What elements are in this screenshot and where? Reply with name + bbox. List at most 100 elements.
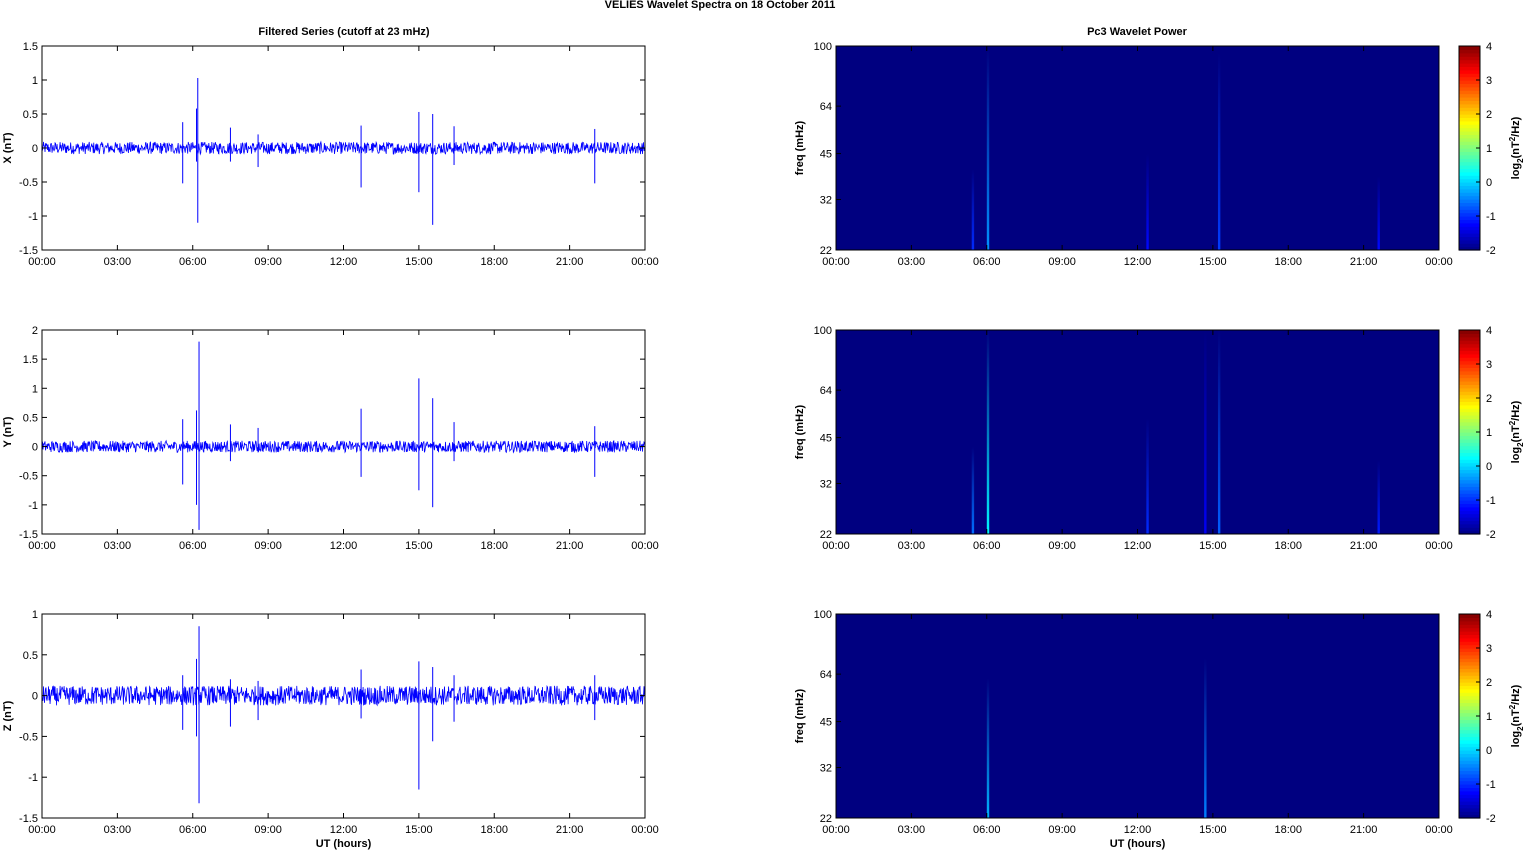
wavelet-y-colorbar-cell — [1459, 357, 1480, 362]
wavelet-x-colorbar-cell — [1459, 226, 1480, 231]
series-y-xtick-label: 03:00 — [104, 540, 132, 552]
wavelet-x-colorbar-cell — [1459, 195, 1480, 200]
series-y-xtick-label: 18:00 — [480, 540, 508, 552]
wavelet-z-colorbar-cell — [1459, 716, 1480, 720]
wavelet-x-colorbar-cell — [1459, 107, 1480, 112]
wavelet-y-colorbar-cell — [1459, 364, 1480, 368]
wavelet-y-colorbar-cell — [1459, 384, 1480, 389]
wavelet-y-colorbar-cell — [1459, 486, 1480, 491]
wavelet-z-colorbar-cell — [1459, 678, 1480, 683]
series-z-panel: -1.5 -1 -0.5 0 0.5 1 00:00 03:00 06:00 09:00 12:00… — [2, 609, 659, 850]
wavelet-z-colorbar-cell — [1459, 654, 1480, 659]
wavelet-x-colorbar-cell — [1459, 56, 1480, 61]
wavelet-y-colorbar-label: log2(nT2/Hz) — [1508, 400, 1525, 463]
series-z-plot-area — [42, 614, 645, 818]
wavelet-z-colorbar-cell — [1459, 807, 1480, 812]
wavelet-x-colorbar-cell — [1459, 239, 1480, 244]
series-x-xtick-label: 12:00 — [330, 256, 358, 268]
series-y-xtick-label: 21:00 — [556, 540, 584, 552]
wavelet-z-colorbar-cell — [1459, 801, 1480, 805]
wavelet-x-colorbar-cell — [1459, 216, 1480, 220]
wavelet-x-colorbar-tick-label: 3 — [1486, 75, 1492, 87]
wavelet-x-colorbar-cell — [1459, 209, 1480, 214]
colorbar-label-base: log — [1510, 447, 1522, 464]
series-x-ytick-label: -0.5 — [19, 177, 38, 189]
wavelet-x-xtick-label: 12:00 — [1124, 256, 1152, 268]
wavelet-x-colorbar-label: log2(nT2/Hz) — [1508, 116, 1525, 179]
wavelet-y-colorbar-cell — [1459, 445, 1480, 450]
series-z-xtick-label: 18:00 — [480, 824, 508, 836]
wavelet-x-colorbar-cell — [1459, 59, 1480, 64]
wavelet-xlabel: UT (hours) — [1110, 838, 1166, 850]
wavelet-z-colorbar-cell — [1459, 767, 1480, 771]
wavelet-z-colorbar-cell — [1459, 777, 1480, 782]
wavelet-x-colorbar-cell — [1459, 171, 1480, 176]
wavelet-x-colorbar-tick-label: -1 — [1486, 211, 1496, 223]
series-z-ytick-label: -1.5 — [19, 813, 38, 825]
wavelet-x-xtick-label: 00:00 — [822, 256, 850, 268]
wavelet-y-colorbar-cell — [1459, 404, 1480, 409]
wavelet-z-colorbar-cell — [1459, 617, 1480, 622]
series-y-xtick-label: 00:00 — [28, 540, 56, 552]
wavelet-y-burst-4 — [1217, 330, 1221, 534]
wavelet-y-colorbar-cell — [1459, 496, 1480, 501]
wavelet-y-colorbar-tick-label: 0 — [1486, 461, 1492, 473]
wavelet-y-colorbar-tick-label: 4 — [1486, 325, 1492, 337]
wavelet-y-colorbar-tick-label: 1 — [1486, 427, 1492, 439]
wavelet-z-colorbar-cell — [1459, 705, 1480, 710]
wavelet-z-colorbar-cell — [1459, 746, 1480, 751]
series-x-xtick-label: 15:00 — [405, 256, 433, 268]
wavelet-y-colorbar-cell — [1459, 513, 1480, 518]
wavelet-z-colorbar-tick-label: -2 — [1486, 813, 1496, 825]
wavelet-y-colorbar-cell — [1459, 469, 1480, 474]
wavelet-z-colorbar-cell — [1459, 780, 1480, 785]
wavelet-z-colorbar-cell — [1459, 739, 1480, 744]
series-xlabel: UT (hours) — [316, 838, 372, 850]
wavelet-y-burst-0 — [971, 446, 975, 534]
wavelet-y-colorbar-cell — [1459, 360, 1480, 365]
wavelet-x-colorbar-cell — [1459, 83, 1480, 88]
wavelet-x-colorbar-cell — [1459, 185, 1480, 190]
wavelet-z-colorbar-cell — [1459, 658, 1480, 663]
wavelet-z-colorbar-cell — [1459, 702, 1480, 707]
wavelet-z-colorbar-cell — [1459, 688, 1480, 693]
wavelet-x-colorbar-cell — [1459, 114, 1480, 118]
wavelet-y-colorbar-cell — [1459, 506, 1480, 511]
series-z-xtick-label: 00:00 — [28, 824, 56, 836]
wavelet-x-colorbar-cell — [1459, 46, 1480, 50]
wavelet-x-burst-4 — [1377, 176, 1380, 250]
series-x-xtick-label: 09:00 — [254, 256, 282, 268]
wavelet-z-colorbar-cell — [1459, 797, 1480, 802]
series-x-ytick-label: -1.5 — [19, 245, 38, 257]
wavelet-y-colorbar-cell — [1459, 394, 1480, 399]
wavelet-y-colorbar-cell — [1459, 377, 1480, 382]
wavelet-z-colorbar-cell — [1459, 814, 1480, 819]
wavelet-x-colorbar-tick-label: 1 — [1486, 143, 1492, 155]
wavelet-z-colorbar-cell — [1459, 760, 1480, 765]
series-y-xtick-label: 15:00 — [405, 540, 433, 552]
wavelet-y-burst-5 — [1377, 460, 1380, 534]
wavelet-x-colorbar-cell — [1459, 202, 1480, 207]
series-y-ytick-label: -1.5 — [19, 529, 38, 541]
wavelet-z-colorbar-cell — [1459, 637, 1480, 642]
series-y-panel: -1.5 -1 -0.5 0 0.5 1 1.5 2 00:00 03:00 06:00 09:00 1… — [2, 325, 659, 552]
wavelet-y-colorbar-cell — [1459, 483, 1480, 487]
wavelet-x-colorbar-cell — [1459, 100, 1480, 105]
wavelet-x-colorbar-cell — [1459, 110, 1480, 115]
wavelet-x-colorbar-cell — [1459, 76, 1480, 81]
wavelet-y-colorbar-cell — [1459, 493, 1480, 498]
series-y-ytick-label: 1 — [32, 383, 38, 395]
wavelet-z-colorbar-cell — [1459, 770, 1480, 775]
wavelet-z-colorbar-cell — [1459, 784, 1480, 788]
wavelet-x-ytick-label: 22 — [820, 245, 832, 257]
wavelet-y-colorbar-cell — [1459, 370, 1480, 375]
series-y-xtick-label: 12:00 — [330, 540, 358, 552]
series-y-xtick-label: 00:00 — [631, 540, 659, 552]
wavelet-y-colorbar-cell — [1459, 459, 1480, 464]
series-x-xtick-label: 18:00 — [480, 256, 508, 268]
wavelet-y-xtick-label: 21:00 — [1350, 540, 1378, 552]
wavelet-z-colorbar-cell — [1459, 736, 1480, 741]
wavelet-z-colorbar-label: log2(nT2/Hz) — [1508, 684, 1525, 747]
colorbar-label-unit: (nT — [1510, 425, 1522, 442]
